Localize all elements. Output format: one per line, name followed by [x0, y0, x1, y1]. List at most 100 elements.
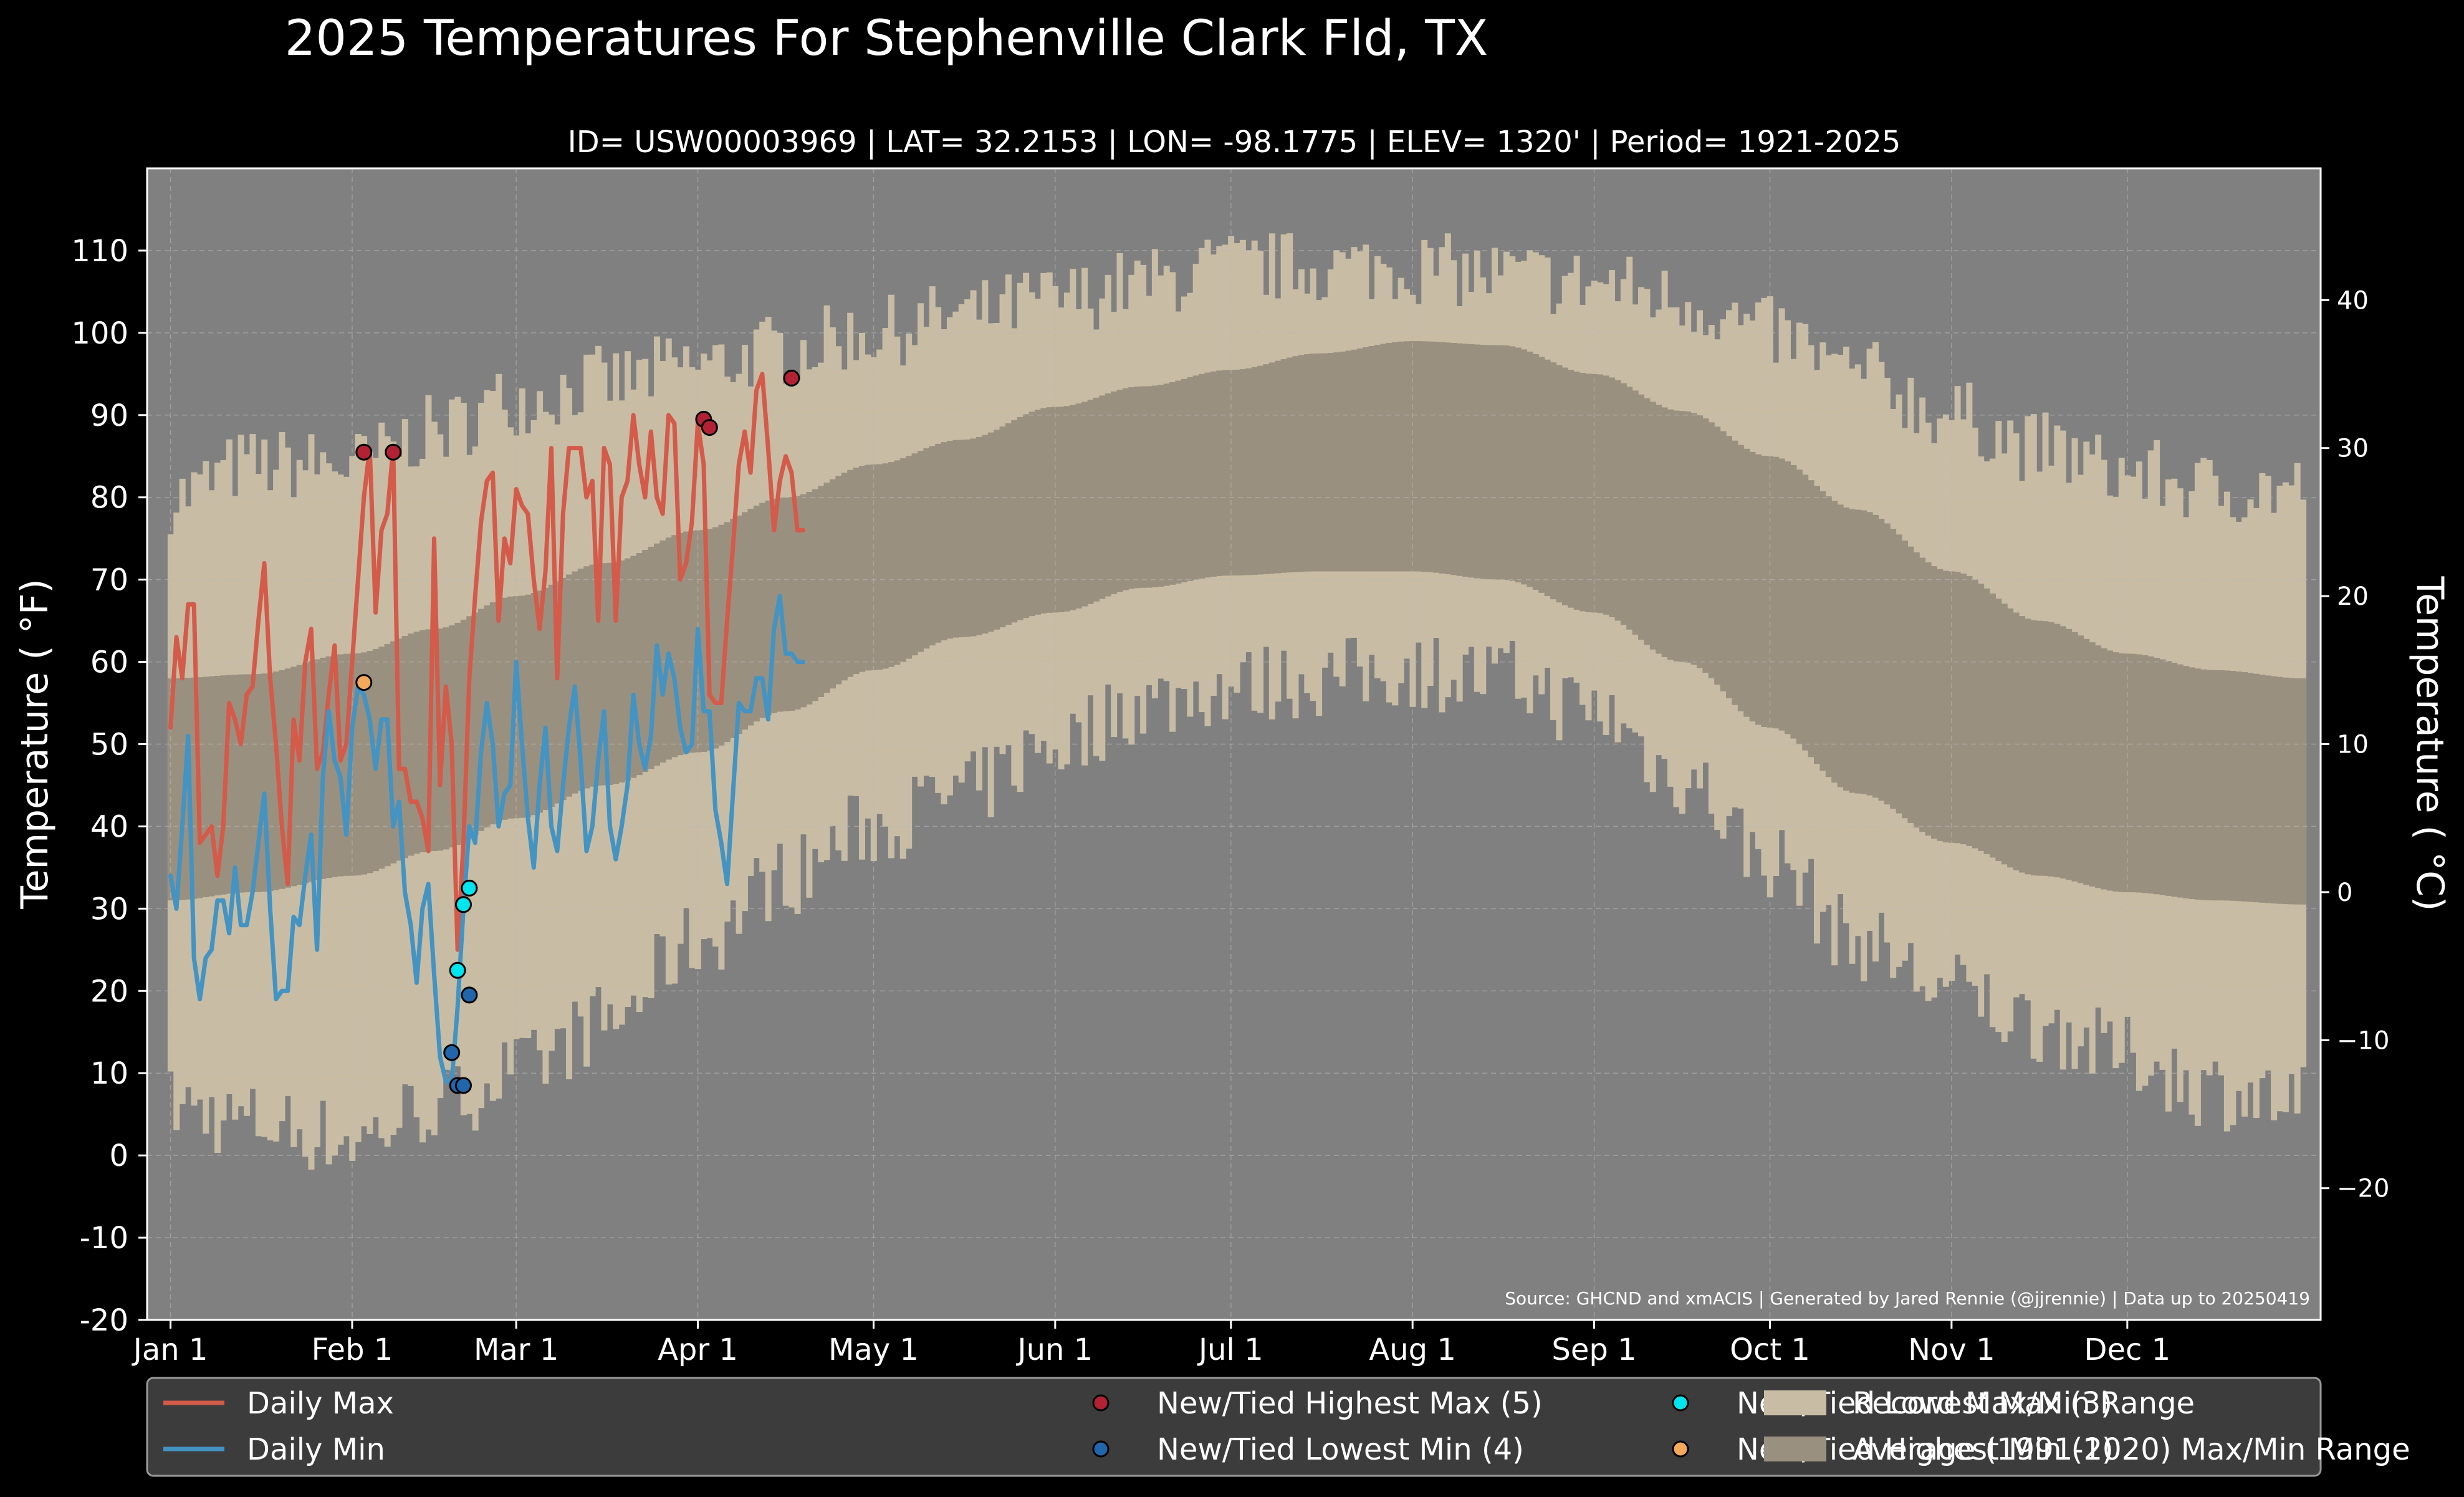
average-range-bar [472, 612, 479, 835]
average-range-bar [789, 497, 795, 711]
average-range-bar [917, 451, 924, 652]
average-range-bar [2066, 628, 2073, 880]
average-range-bar [1983, 588, 1990, 855]
average-range-bar [1192, 375, 1199, 580]
average-range-bar [1796, 469, 1803, 744]
x-tick-label: Apr 1 [658, 1332, 738, 1367]
average-range-bar [1216, 370, 1223, 576]
average-range-bar [431, 628, 438, 852]
average-range-bar [1978, 584, 1985, 852]
average-range-bar [1485, 345, 1492, 580]
average-range-bar [2013, 612, 2020, 870]
average-range-bar [941, 442, 947, 641]
y-tick-label-left: 0 [109, 1138, 128, 1173]
average-range-bar [2030, 620, 2037, 876]
average-range-bar [782, 497, 789, 711]
average-range-bar [770, 499, 777, 713]
average-range-bar [279, 670, 285, 889]
average-range-bar [1363, 347, 1369, 572]
y-axis-right: −20 −10 0 10 20 30 40 [2321, 286, 2389, 1203]
average-range-bar [1550, 362, 1557, 600]
average-range-bar [2165, 661, 2172, 896]
legend-swatch-rec [1764, 1390, 1826, 1415]
y-tick-label-left: 60 [90, 645, 128, 680]
average-range-bar [1737, 445, 1744, 711]
y-tick-label-right: 30 [2337, 435, 2369, 463]
average-range-bar [1210, 371, 1217, 577]
average-range-bar [267, 672, 274, 891]
average-range-bar [1187, 377, 1194, 581]
average-range-bar [530, 592, 537, 816]
average-range-bar [1896, 534, 1902, 814]
average-range-bar [1831, 501, 1838, 783]
average-range-bar [1568, 370, 1575, 608]
average-range-bar [454, 622, 461, 845]
average-range-bar [2154, 657, 2160, 895]
average-range-bar [906, 456, 913, 659]
average-range-bar [489, 602, 496, 825]
average-range-bar [847, 469, 854, 677]
average-range-bar [208, 676, 215, 897]
average-range-bar [2130, 653, 2137, 893]
average-range-bar [1726, 436, 1733, 698]
average-range-bar [1667, 409, 1674, 660]
average-range-bar [1023, 414, 1030, 619]
average-range-bar [1872, 514, 1879, 798]
average-range-bar [718, 524, 725, 746]
x-tick-label: Jan 1 [132, 1332, 208, 1367]
y-axis-left-label: Temperature ( °F) [13, 579, 57, 910]
average-range-bar [390, 641, 397, 864]
average-range-bar [894, 460, 901, 665]
average-range-bar [1521, 349, 1528, 585]
average-range-bar [1204, 372, 1211, 578]
average-range-bar [1620, 383, 1627, 625]
record-marker [461, 986, 478, 1004]
record-marker [701, 419, 718, 436]
average-range-bar [1063, 406, 1070, 612]
average-range-bar [1456, 343, 1463, 576]
average-range-bar [2194, 668, 2201, 900]
record-marker [355, 443, 373, 461]
y-tick-label-left: 110 [71, 234, 128, 269]
average-range-bar [701, 529, 707, 752]
average-range-bar [1497, 345, 1504, 580]
average-range-bar [1339, 351, 1346, 572]
average-range-bar [2183, 666, 2190, 898]
average-range-bar [560, 577, 567, 801]
average-range-bar [226, 675, 232, 894]
average-range-bar [2294, 678, 2301, 905]
average-range-bar [1280, 359, 1287, 573]
average-range-bar [882, 463, 889, 669]
average-range-bar [355, 653, 362, 876]
average-range-bar [1697, 415, 1704, 668]
average-range-bar [478, 609, 485, 831]
average-range-bar [1538, 357, 1545, 593]
average-range-bar [1316, 353, 1323, 572]
average-range-bar [1415, 341, 1422, 572]
average-range-bar [1866, 512, 1873, 796]
average-range-bar [765, 500, 772, 716]
average-range-bar [1275, 360, 1282, 574]
average-range-bar [2271, 676, 2278, 904]
average-range-bar [1585, 373, 1592, 612]
average-range-bar [367, 651, 373, 874]
average-range-bar [899, 458, 906, 662]
average-range-bar [1397, 341, 1404, 572]
average-range-bar [1287, 357, 1293, 573]
y-tick-label-left: -10 [80, 1221, 128, 1256]
average-range-bar [1292, 356, 1299, 572]
average-range-bar [2276, 676, 2283, 904]
average-range-bar [203, 676, 209, 898]
average-range-bar [1480, 345, 1487, 579]
average-range-bar [419, 630, 426, 852]
average-range-bar [1304, 354, 1311, 572]
average-range-bar [1614, 380, 1621, 621]
average-range-bar [2077, 635, 2084, 883]
average-range-bar [1901, 540, 1908, 819]
y-tick-label-left: -20 [80, 1303, 128, 1338]
average-range-bar [1374, 345, 1381, 572]
average-range-bar [1515, 347, 1522, 583]
average-range-bar [659, 540, 666, 763]
average-range-bar [1468, 344, 1475, 578]
